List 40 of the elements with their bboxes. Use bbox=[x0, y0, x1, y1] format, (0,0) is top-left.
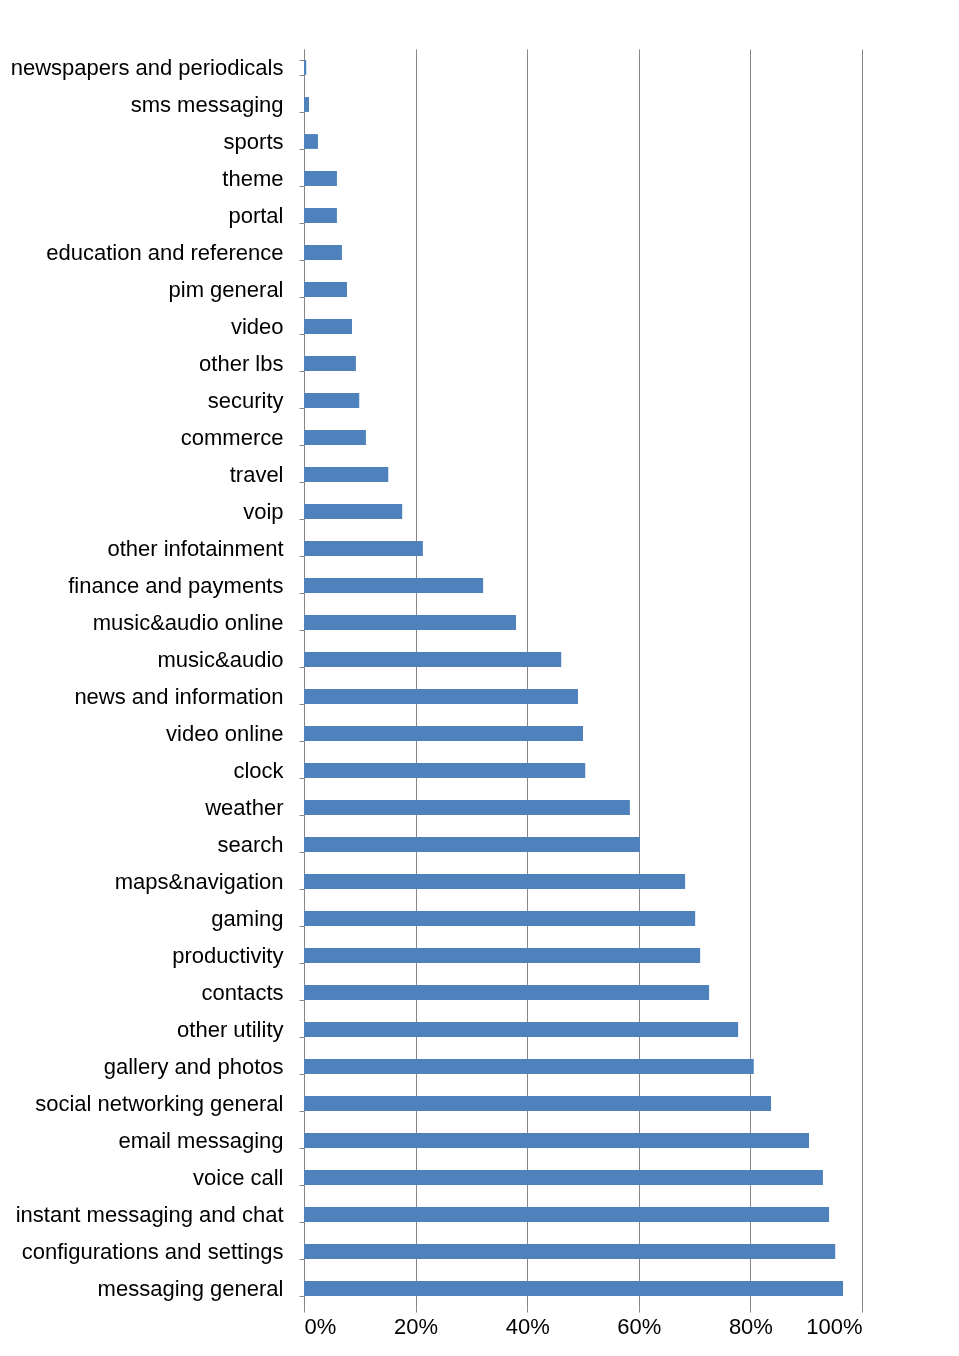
x-tick-label: 20% bbox=[394, 1313, 439, 1339]
y-tick-label: sports bbox=[223, 129, 284, 154]
y-tick-label: contacts bbox=[201, 980, 284, 1005]
y-tick-label: theme bbox=[222, 166, 284, 191]
y-tick-label: commerce bbox=[180, 425, 284, 450]
y-tick-label: other utility bbox=[177, 1017, 284, 1042]
y-tick-label: education and reference bbox=[46, 240, 284, 265]
y-tick-label: social networking general bbox=[35, 1091, 284, 1116]
y-tick-label: news and information bbox=[74, 684, 284, 709]
y-tick-label: video bbox=[230, 314, 284, 339]
y-tick-label: messaging general bbox=[97, 1276, 284, 1301]
y-tick-label: gaming bbox=[211, 906, 284, 931]
y-tick-label: voice call bbox=[193, 1165, 284, 1190]
x-tick-label: 80% bbox=[728, 1313, 773, 1339]
x-tick-label: 60% bbox=[617, 1313, 662, 1339]
y-tick-label: weather bbox=[204, 795, 284, 820]
y-tick-label: other infotainment bbox=[107, 536, 284, 561]
x-tick-label: 100% bbox=[806, 1313, 863, 1339]
y-tick-label: video online bbox=[166, 721, 284, 746]
y-tick-label: productivity bbox=[172, 943, 284, 968]
y-tick-label: gallery and photos bbox=[103, 1054, 284, 1079]
y-tick-label: configurations and settings bbox=[21, 1239, 284, 1264]
y-tick-label: other lbs bbox=[199, 351, 284, 376]
y-tick-label: search bbox=[217, 832, 284, 857]
x-tick-label: 0% bbox=[304, 1313, 337, 1339]
y-tick-label: sms messaging bbox=[130, 92, 284, 117]
y-tick-label: voip bbox=[243, 499, 284, 524]
x-tick-label: 40% bbox=[505, 1313, 550, 1339]
y-tick-label: pim general bbox=[168, 277, 284, 302]
y-tick-label: travel bbox=[229, 462, 284, 487]
y-tick-label: maps&navigation bbox=[114, 869, 284, 894]
y-tick-label: email messaging bbox=[118, 1128, 284, 1153]
y-tick-label: finance and payments bbox=[68, 573, 284, 598]
y-tick-label: security bbox=[207, 388, 284, 413]
y-tick-label: music&audio online bbox=[92, 610, 284, 635]
y-tick-label: clock bbox=[233, 758, 285, 783]
y-tick-label: newspapers and periodicals bbox=[10, 55, 284, 80]
y-tick-label: instant messaging and chat bbox=[15, 1202, 284, 1227]
y-tick-label: portal bbox=[228, 203, 284, 228]
y-tick-label: music&audio bbox=[157, 647, 284, 672]
